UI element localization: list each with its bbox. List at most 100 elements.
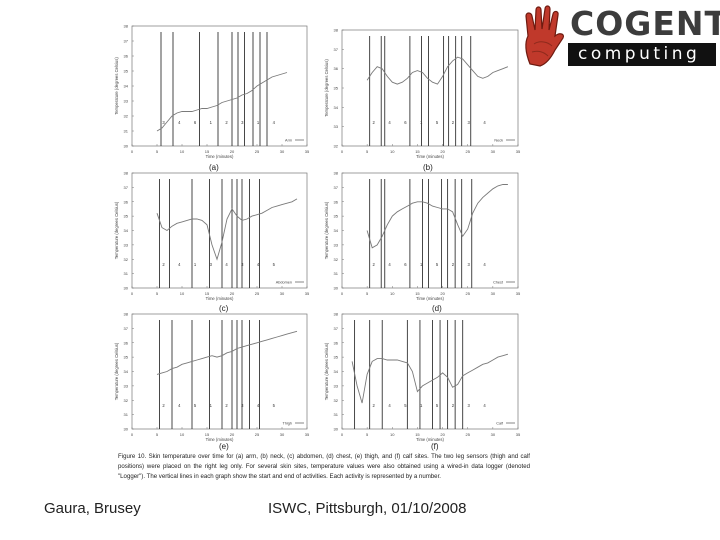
chart-b-activity-number: 6 <box>404 120 407 125</box>
footer-authors: Gaura, Brusey <box>44 500 141 517</box>
chart-e-x-tick-label: 25 <box>255 432 260 437</box>
chart-a-y-tick-label: 30 <box>124 144 129 149</box>
chart-e-x-tick-label: 5 <box>156 432 159 437</box>
chart-b-legend-label: Neck <box>494 139 503 143</box>
chart-e-y-tick-label: 32 <box>124 398 129 403</box>
chart-e-x-tick-label: 0 <box>131 432 134 437</box>
chart-a-x-tick-label: 15 <box>205 149 210 154</box>
chart-a-x-tick-label: 5 <box>156 149 159 154</box>
chart-f-x-tick-label: 0 <box>341 432 344 437</box>
chart-c-y-tick-label: 33 <box>124 242 129 247</box>
chart-a-y-tick-label: 36 <box>124 54 129 59</box>
chart-e-x-tick-label: 35 <box>305 432 310 437</box>
hand-icon <box>525 5 565 67</box>
chart-c-x-tick-label: 15 <box>205 291 210 296</box>
chart-d-x-tick-label: 25 <box>465 291 470 296</box>
chart-a-x-tick-label: 25 <box>255 149 260 154</box>
chart-f-y-axis-label: Temperature (degrees Celsius) <box>324 342 329 400</box>
chart-d-activity-number: 6 <box>404 262 407 267</box>
chart-c-x-tick-label: 20 <box>230 291 235 296</box>
chart-f-y-tick-label: 31 <box>334 412 339 417</box>
panel-label-f: (f) <box>431 442 439 451</box>
chart-e-x-axis-label: Time (minutes) <box>206 437 234 442</box>
chart-a-x-tick-label: 30 <box>280 149 285 154</box>
chart-f-y-tick-label: 34 <box>334 369 339 374</box>
chart-a-activity-number: 1 <box>257 120 260 125</box>
chart-d-x-tick-label: 15 <box>415 291 420 296</box>
chart-a-y-tick-label: 38 <box>124 24 129 29</box>
chart-a-activity-number: 6 <box>194 120 197 125</box>
chart-f-y-tick-label: 38 <box>334 312 339 317</box>
chart-d-x-tick-label: 35 <box>516 291 521 296</box>
panel-label-b: (b) <box>423 163 433 172</box>
chart-d-x-tick-label: 20 <box>440 291 445 296</box>
chart-d-x-tick-label: 30 <box>491 291 496 296</box>
chart-b-activity-number: 2 <box>452 120 455 125</box>
chart-e-y-tick-label: 33 <box>124 383 129 388</box>
chart-f-series-line <box>351 353 509 404</box>
chart-a-y-tick-label: 35 <box>124 69 129 74</box>
chart-a-series-line <box>156 72 288 132</box>
chart-c-legend-label: Abdomen <box>276 281 292 285</box>
chart-f-x-tick-label: 10 <box>390 432 395 437</box>
chart-c-y-tick-label: 36 <box>124 199 129 204</box>
chart-f-activity-number: 5 <box>404 403 407 408</box>
logo-cogent-text: COGENT <box>570 4 720 43</box>
chart-b-y-axis-label: Temperature (degrees Celsius) <box>324 59 329 117</box>
cogent-logo: COGENT computing <box>520 4 720 68</box>
chart-e-x-tick-label: 20 <box>230 432 235 437</box>
chart-c-x-axis-label: Time (minutes) <box>206 296 234 301</box>
chart-f-activity-number: 2 <box>452 403 455 408</box>
chart-d-legend-label: Chest <box>493 281 504 285</box>
chart-f-x-tick-label: 25 <box>465 432 470 437</box>
chart-d-activity-number: 4 <box>388 262 391 267</box>
chart-d-y-tick-label: 33 <box>334 242 339 247</box>
chart-f-activity-number: 4 <box>388 403 391 408</box>
chart-b-y-tick-label: 32 <box>334 144 339 149</box>
chart-c-y-tick-label: 32 <box>124 257 129 262</box>
panel-label-c: (c) <box>219 304 229 313</box>
chart-e-y-tick-label: 35 <box>124 355 129 360</box>
chart-c-x-tick-label: 30 <box>280 291 285 296</box>
chart-d-series-line <box>366 184 508 249</box>
chart-d-y-tick-label: 30 <box>334 286 339 291</box>
panel-label-a: (a) <box>209 163 219 172</box>
chart-e-activity-number: 3 <box>241 403 244 408</box>
chart-c-y-tick-label: 34 <box>124 228 129 233</box>
chart-c-y-tick-label: 31 <box>124 271 129 276</box>
chart-f-x-tick-label: 30 <box>491 432 496 437</box>
chart-d-activity-number: 2 <box>452 262 455 267</box>
chart-c-x-tick-label: 0 <box>131 291 134 296</box>
logo-bar <box>568 43 716 66</box>
chart-d-y-tick-label: 38 <box>334 171 339 176</box>
chart-b-y-tick-label: 38 <box>334 28 339 33</box>
chart-d-y-tick-label: 32 <box>334 257 339 262</box>
chart-a-x-tick-label: 10 <box>180 149 185 154</box>
chart-e-x-tick-label: 30 <box>280 432 285 437</box>
chart-a-activity-number: 3 <box>241 120 244 125</box>
chart-f-activity-number: 1 <box>420 403 423 408</box>
chart-e-y-tick-label: 31 <box>124 412 129 417</box>
chart-e-y-tick-label: 38 <box>124 312 129 317</box>
chart-f-x-tick-label: 35 <box>516 432 521 437</box>
chart-a-activity-number: 4 <box>273 120 276 125</box>
footer-venue: ISWC, Pittsburgh, 01/10/2008 <box>268 500 467 517</box>
chart-c-x-tick-label: 5 <box>156 291 159 296</box>
chart-c-activity-number: 4 <box>178 262 181 267</box>
chart-c-y-axis-label: Temperature (degrees Celsius) <box>114 201 119 259</box>
chart-c-activity-number: 4 <box>225 262 228 267</box>
chart-b-x-tick-label: 35 <box>516 149 521 154</box>
chart-e-activity-number: 5 <box>194 403 197 408</box>
chart-b-activity-number: 5 <box>436 120 439 125</box>
chart-a-y-tick-label: 31 <box>124 129 129 134</box>
chart-a-y-tick-label: 34 <box>124 84 129 89</box>
chart-e-y-tick-label: 34 <box>124 369 129 374</box>
chart-e-legend-label: Thigh <box>283 422 293 426</box>
chart-b-x-tick-label: 20 <box>440 149 445 154</box>
chart-b-x-tick-label: 0 <box>341 149 344 154</box>
chart-b-y-tick-label: 36 <box>334 66 339 71</box>
chart-d-activity-number: 4 <box>483 262 486 267</box>
